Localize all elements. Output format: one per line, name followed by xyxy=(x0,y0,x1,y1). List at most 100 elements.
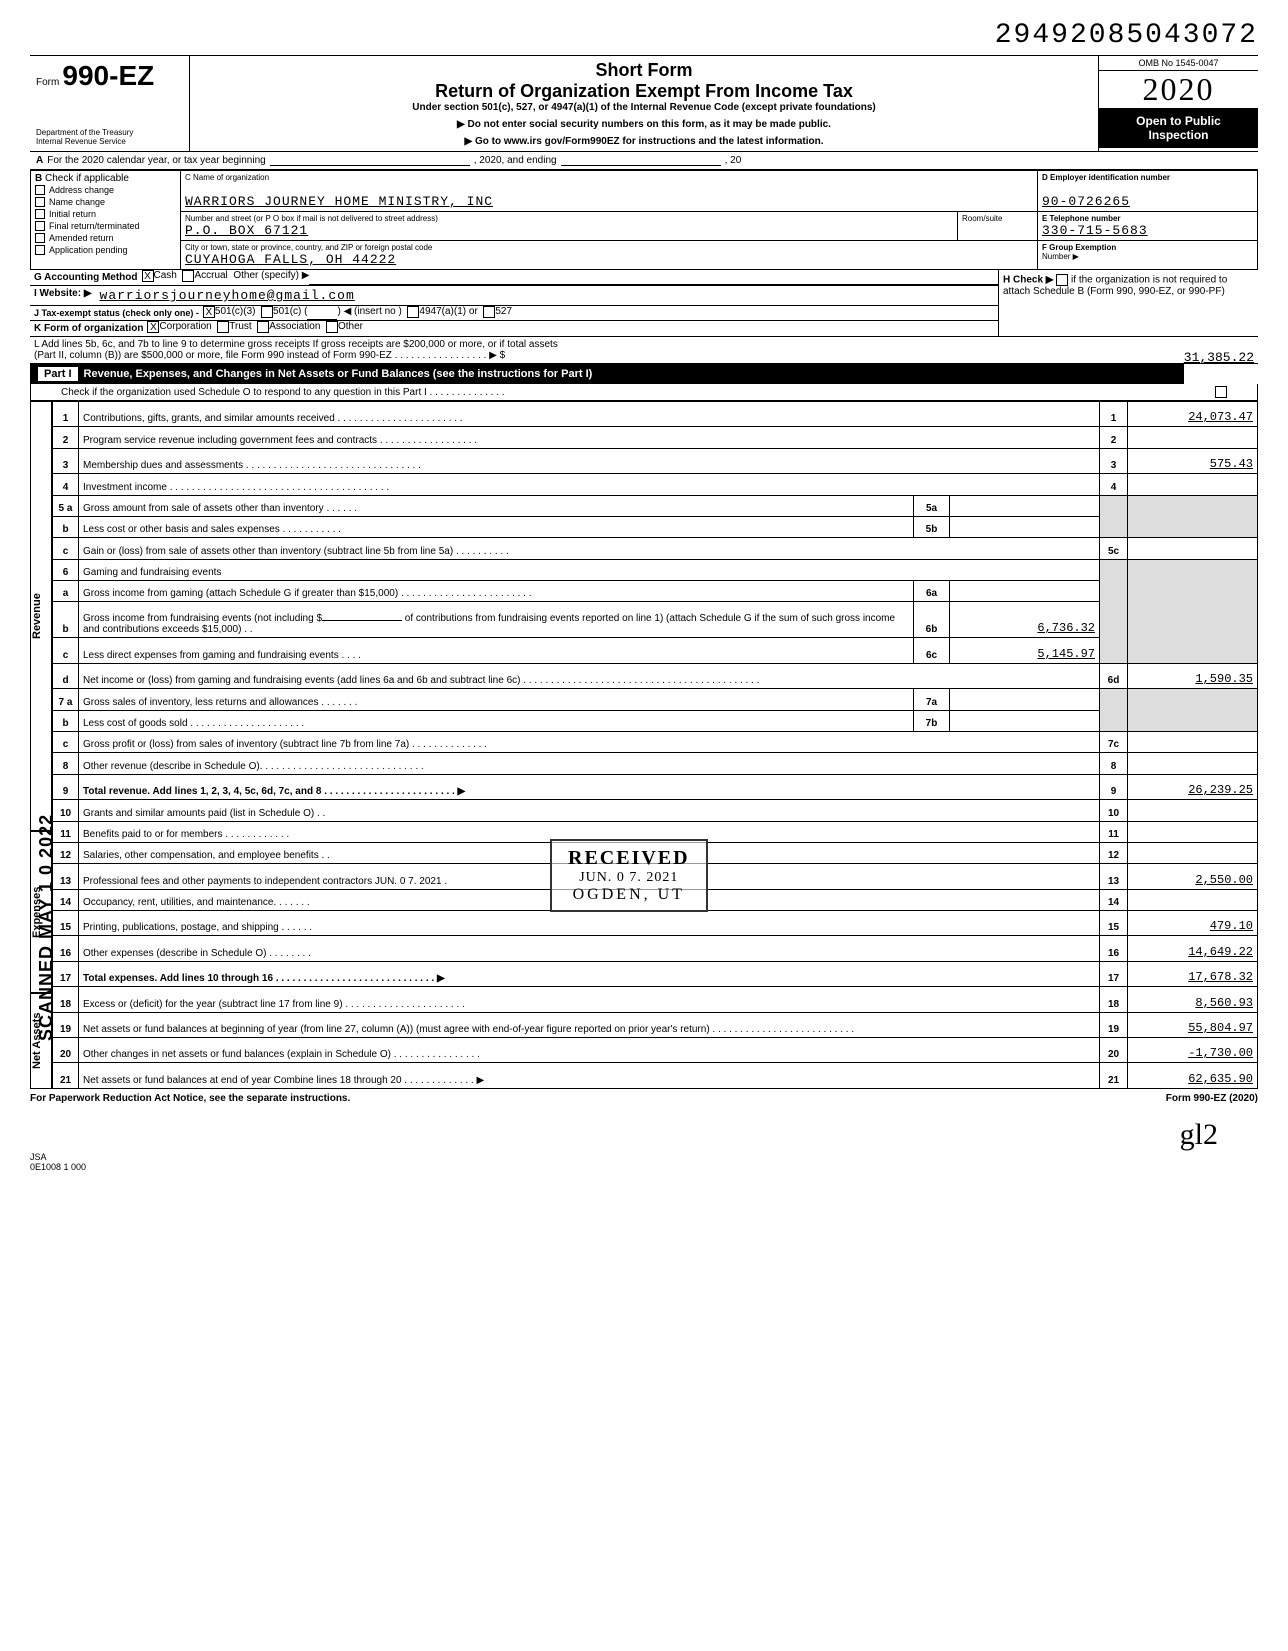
r7b-num: b xyxy=(53,710,79,731)
r5c-box: 5c xyxy=(1100,538,1128,559)
phone-value: 330-715-5683 xyxy=(1042,223,1253,238)
row-a-text: For the 2020 calendar year, or tax year … xyxy=(47,155,265,166)
jsa-1: JSA xyxy=(30,1152,1258,1162)
ein-value: 90-0726265 xyxy=(1042,194,1253,209)
r2-desc: Program service revenue including govern… xyxy=(79,427,1100,448)
501c-insert[interactable] xyxy=(307,306,337,320)
chk-schedule-o[interactable] xyxy=(1215,386,1227,398)
lbl-final-return: Final return/terminated xyxy=(49,221,140,231)
r3-desc: Membership dues and assessments . . . . … xyxy=(79,448,1100,473)
street-label: Number and street (or P O box if mail is… xyxy=(185,214,953,223)
chk-trust[interactable] xyxy=(217,321,229,333)
r5b-num: b xyxy=(53,516,79,537)
r1-num: 1 xyxy=(53,402,79,427)
street-value: P.O. BOX 67121 xyxy=(185,223,953,238)
k-label: K Form of organization xyxy=(34,323,143,334)
r19-amt: 55,804.97 xyxy=(1128,1012,1258,1037)
received-stamp: RECEIVED JUN. 0 7. 2021 OGDEN, UT xyxy=(550,839,708,912)
r17-desc: Total expenses. Add lines 10 through 16 … xyxy=(79,961,1100,986)
j-label: J Tax-exempt status (check only one) - xyxy=(34,308,199,318)
b-text: Check if applicable xyxy=(45,173,129,184)
lbl-name-change: Name change xyxy=(49,197,105,207)
lbl-accrual: Accrual xyxy=(194,270,227,285)
r6d-box: 6d xyxy=(1100,663,1128,688)
r2-box: 2 xyxy=(1100,427,1128,448)
chk-name-change[interactable] xyxy=(35,197,45,207)
part1-title: Revenue, Expenses, and Changes in Net As… xyxy=(84,368,1176,380)
dln-number: 29492085043072 xyxy=(30,20,1258,51)
i-label: I Website: ▶ xyxy=(34,288,92,299)
chk-final-return[interactable] xyxy=(35,221,45,231)
chk-corp[interactable]: X xyxy=(147,321,159,333)
r6a-num: a xyxy=(53,581,79,602)
chk-527[interactable] xyxy=(483,306,495,318)
e-label: E Telephone number xyxy=(1042,214,1253,223)
open-public-1: Open to Public xyxy=(1101,114,1256,128)
chk-address-change[interactable] xyxy=(35,185,45,195)
lbl-initial-return: Initial return xyxy=(49,209,96,219)
chk-501c3[interactable]: X xyxy=(203,306,215,318)
r7a-desc: Gross sales of inventory, less returns a… xyxy=(79,689,914,710)
footer-left: For Paperwork Reduction Act Notice, see … xyxy=(30,1093,350,1104)
chk-app-pending[interactable] xyxy=(35,245,45,255)
form-subtitle: Under section 501(c), 527, or 4947(a)(1)… xyxy=(200,102,1088,113)
r5c-desc: Gain or (loss) from sale of assets other… xyxy=(79,538,1100,559)
r6d-num: d xyxy=(53,663,79,688)
chk-h[interactable] xyxy=(1056,274,1068,286)
chk-501c[interactable] xyxy=(261,306,273,318)
chk-cash[interactable]: X xyxy=(142,270,154,282)
r18-box: 18 xyxy=(1100,987,1128,1012)
r1-box: 1 xyxy=(1100,402,1128,427)
r3-num: 3 xyxy=(53,448,79,473)
r5a-shade2 xyxy=(1128,495,1258,516)
r7a-ia xyxy=(950,689,1100,710)
r3-amt: 575.43 xyxy=(1128,448,1258,473)
r5c-amt xyxy=(1128,538,1258,559)
chk-other-org[interactable] xyxy=(326,321,338,333)
r21-amt: 62,635.90 xyxy=(1128,1063,1258,1089)
c-label: C Name of organization xyxy=(185,173,1033,182)
r6b-ib: 6b xyxy=(914,602,950,638)
org-name: WARRIORS JOURNEY HOME MINISTRY, INC xyxy=(185,194,1033,209)
city-value: CUYAHOGA FALLS, OH 44222 xyxy=(185,252,1033,267)
omb-number: OMB No 1545-0047 xyxy=(1099,56,1258,71)
row-a-end: , 20 xyxy=(725,155,742,166)
r7b-desc: Less cost of goods sold . . . . . . . . … xyxy=(79,710,914,731)
begin-date-field[interactable] xyxy=(270,155,470,166)
r18-amt: 8,560.93 xyxy=(1128,987,1258,1012)
r11-box: 11 xyxy=(1100,821,1128,842)
chk-amended[interactable] xyxy=(35,233,45,243)
end-date-field[interactable] xyxy=(561,155,721,166)
footer-right: Form 990-EZ (2020) xyxy=(1166,1093,1258,1104)
r15-amt: 479.10 xyxy=(1128,911,1258,936)
r2-amt xyxy=(1128,427,1258,448)
r6d-amt: 1,590.35 xyxy=(1128,663,1258,688)
instruction-1: ▶ Do not enter social security numbers o… xyxy=(200,119,1088,130)
lbl-501c: 501(c) ( xyxy=(273,306,307,320)
side-netassets: Net Assets xyxy=(30,993,52,1089)
r21-box: 21 xyxy=(1100,1063,1128,1089)
line-l-text1: L Add lines 5b, 6c, and 7b to line 9 to … xyxy=(34,339,1254,350)
lbl-amended: Amended return xyxy=(49,233,114,243)
r8-amt xyxy=(1128,753,1258,774)
chk-4947[interactable] xyxy=(407,306,419,318)
r16-amt: 14,649.22 xyxy=(1128,936,1258,961)
r4-box: 4 xyxy=(1100,474,1128,495)
r4-desc: Investment income . . . . . . . . . . . … xyxy=(79,474,1100,495)
r5a-desc: Gross amount from sale of assets other t… xyxy=(79,495,914,516)
r1-desc: Contributions, gifts, grants, and simila… xyxy=(79,402,1100,427)
r7a-num: 7 a xyxy=(53,689,79,710)
r7c-num: c xyxy=(53,732,79,753)
other-method-field[interactable] xyxy=(309,270,998,285)
r7c-box: 7c xyxy=(1100,732,1128,753)
chk-accrual[interactable] xyxy=(182,270,194,282)
r16-box: 16 xyxy=(1100,936,1128,961)
row-a-label: A xyxy=(36,155,43,166)
chk-assoc[interactable] xyxy=(257,321,269,333)
r9-box: 9 xyxy=(1100,774,1128,799)
r12-box: 12 xyxy=(1100,842,1128,863)
chk-initial-return[interactable] xyxy=(35,209,45,219)
r5a-num: 5 a xyxy=(53,495,79,516)
r21-desc: Net assets or fund balances at end of ye… xyxy=(79,1063,1100,1089)
form-number: 990-EZ xyxy=(62,60,154,91)
